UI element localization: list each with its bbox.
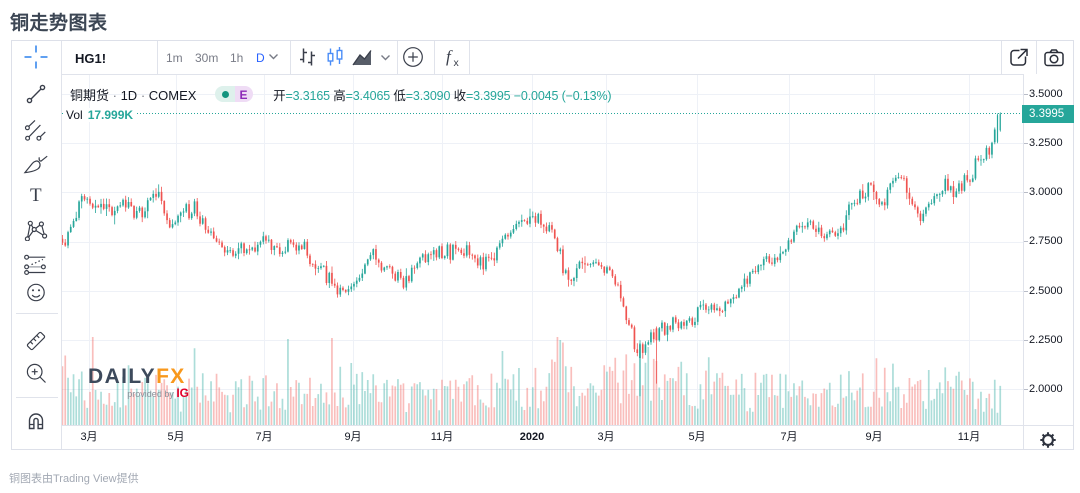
svg-text:f: f <box>446 47 453 66</box>
svg-text:x: x <box>454 57 460 69</box>
svg-text:T: T <box>30 185 42 206</box>
